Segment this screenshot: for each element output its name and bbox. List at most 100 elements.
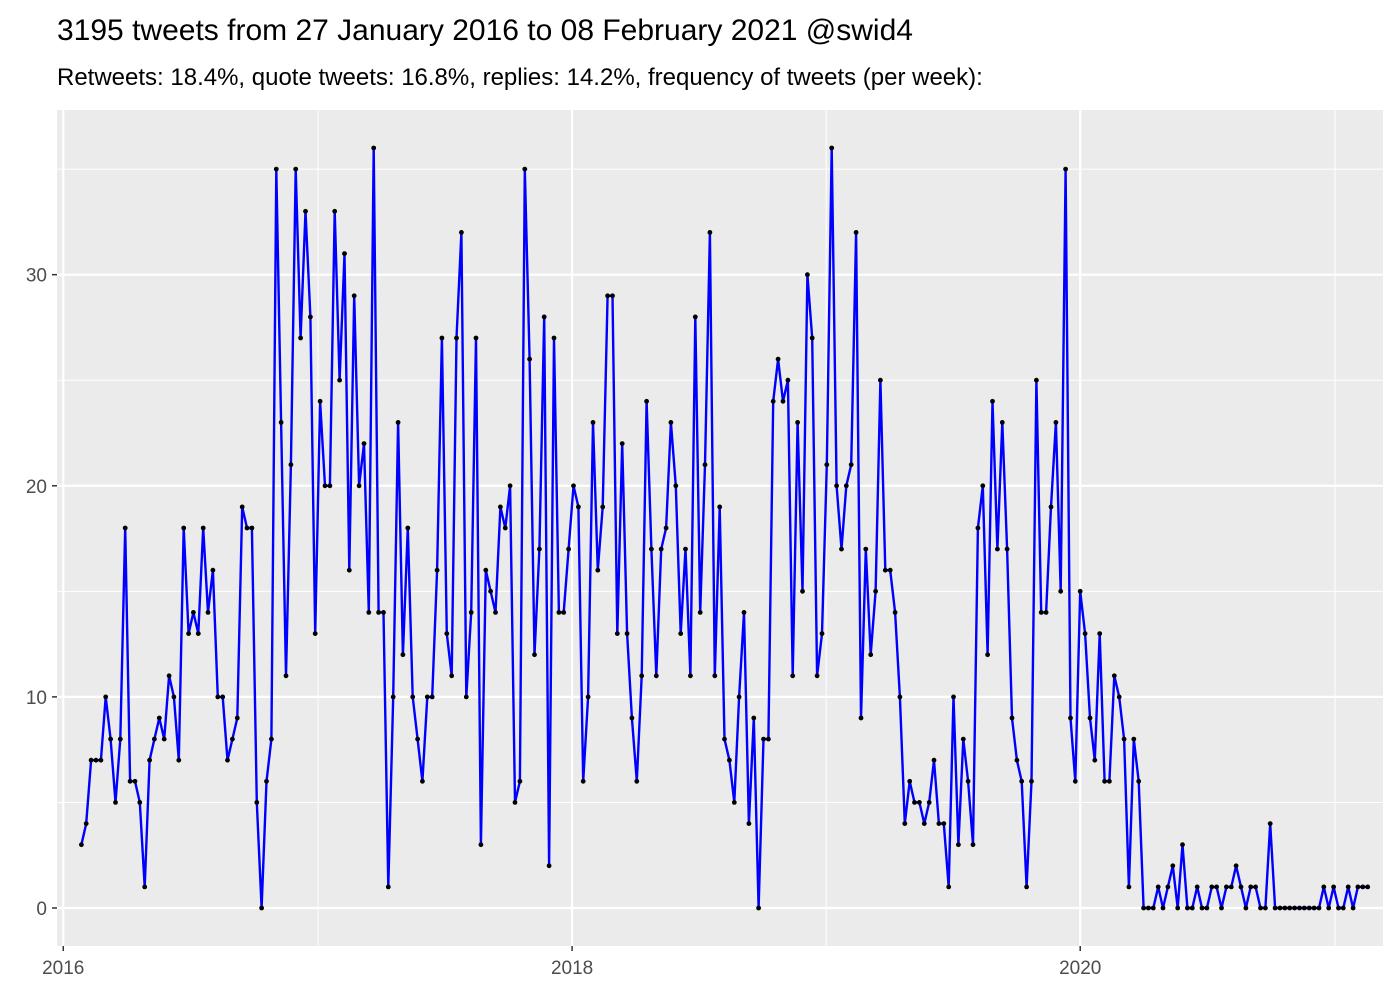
data-point [269, 736, 274, 742]
data-point [88, 757, 94, 763]
data-point [488, 588, 493, 594]
data-point [541, 314, 547, 320]
data-point [897, 694, 903, 700]
data-point [1263, 905, 1268, 911]
data-point [415, 736, 420, 742]
data-point [512, 800, 518, 805]
data-point [400, 652, 406, 658]
data-point [941, 821, 947, 826]
weekly-tweets-points [79, 145, 1371, 911]
axes: 0 10 20 30 2016 2018 2020 [26, 266, 1101, 979]
data-point [532, 652, 537, 658]
data-point [805, 272, 810, 278]
data-point [834, 483, 839, 489]
data-point [1258, 905, 1263, 911]
data-point [439, 335, 445, 341]
data-point [303, 208, 308, 214]
data-point [137, 800, 143, 805]
data-point [361, 441, 367, 446]
data-point [614, 631, 620, 636]
data-point [259, 905, 264, 911]
data-point [473, 335, 479, 341]
chart-subtitle: Retweets: 18.4%, quote tweets: 16.8%, re… [57, 64, 983, 91]
data-point [1209, 884, 1215, 890]
data-point [717, 504, 723, 510]
data-point [624, 631, 630, 636]
data-point [1024, 884, 1029, 890]
data-point [649, 546, 654, 552]
data-point [1272, 905, 1278, 911]
data-point [127, 778, 133, 784]
data-point [200, 525, 206, 531]
data-point [166, 673, 172, 679]
data-point [751, 715, 757, 721]
data-point [1214, 884, 1219, 890]
data-point [122, 525, 128, 531]
data-point [727, 757, 732, 763]
data-point [1219, 905, 1224, 911]
data-point [1063, 166, 1068, 172]
data-point [1097, 631, 1103, 636]
data-point [839, 546, 844, 552]
data-point [668, 420, 674, 425]
data-point [113, 800, 118, 805]
data-point [1311, 905, 1317, 911]
data-point [1092, 757, 1098, 763]
data-point [493, 610, 498, 615]
data-point [746, 821, 752, 826]
data-point [83, 821, 89, 826]
data-point [410, 694, 416, 700]
data-point [264, 778, 269, 784]
data-point [814, 673, 820, 679]
data-point [556, 610, 562, 615]
data-point [93, 757, 99, 763]
data-point [434, 567, 440, 573]
data-point [1238, 884, 1244, 890]
x-tick-label: 2020 [1059, 958, 1101, 979]
data-point [317, 398, 323, 404]
data-point [1301, 905, 1307, 911]
data-point [454, 335, 459, 341]
data-point [390, 694, 396, 700]
data-point [1185, 905, 1190, 911]
data-point [985, 652, 990, 658]
y-tick-label: 30 [26, 266, 47, 287]
data-point [1248, 884, 1254, 890]
data-point [244, 525, 250, 531]
data-point [995, 546, 1000, 552]
y-tick-label: 10 [26, 688, 47, 709]
data-point [346, 567, 352, 573]
data-point [1360, 884, 1366, 890]
data-point [707, 230, 713, 235]
data-point [327, 483, 333, 489]
data-point [142, 884, 148, 890]
data-point [610, 293, 615, 299]
data-point [1029, 778, 1034, 784]
data-point [1014, 757, 1020, 763]
data-point [1107, 778, 1112, 784]
data-point [785, 377, 791, 383]
data-point [960, 736, 966, 742]
data-point [546, 863, 552, 869]
data-point [819, 631, 825, 636]
data-point [220, 694, 226, 700]
data-point [366, 610, 372, 615]
data-point [1116, 694, 1122, 700]
data-point [502, 525, 508, 531]
data-point [1282, 905, 1288, 911]
data-point [736, 694, 742, 700]
data-point [273, 166, 279, 172]
data-point [1336, 905, 1341, 911]
data-point [1126, 884, 1132, 890]
data-point [912, 800, 917, 805]
data-point [293, 166, 299, 172]
data-point [1136, 778, 1142, 784]
data-point [770, 398, 776, 404]
data-point [1102, 778, 1107, 784]
data-point [824, 462, 830, 468]
x-tick-label: 2016 [42, 958, 84, 979]
data-point [600, 504, 606, 510]
data-point [210, 567, 216, 573]
data-point [147, 757, 153, 763]
